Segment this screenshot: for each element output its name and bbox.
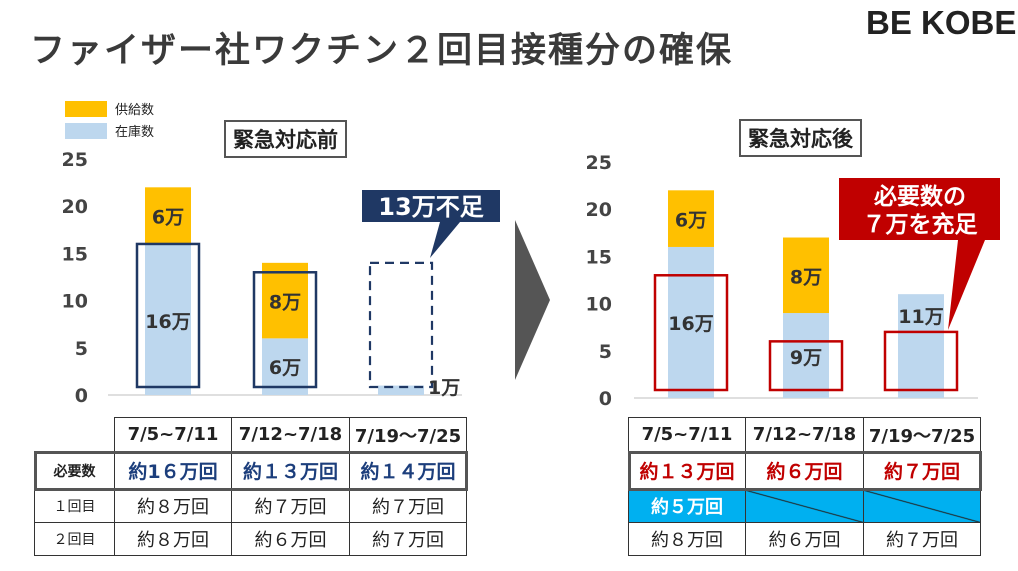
after-dose2-row: 約８万回 約６万回 約７万回 [628,522,981,556]
stock-data-label: 11万 [898,306,943,328]
y-tick-label: 5 [75,338,88,360]
stock-data-label: 6万 [269,357,301,379]
y-tick-label: 5 [599,341,612,363]
after-dose2-week2: 約６万回 [745,522,864,556]
required-label: 必要数 [34,451,115,490]
before-callout-text: 13万不足 [378,193,483,221]
before-required-week3: 約１４万回 [349,451,467,490]
after-dose1-week3 [863,489,981,523]
bar-stock [783,313,829,398]
before-table: 7/5~7/11 7/12~7/18 7/19〜7/25 必要数 約1６万回 約… [33,417,468,556]
y-tick-label: 10 [62,291,88,313]
after-callout-line1: 必要数の [874,183,966,210]
supply-data-label: 8万 [790,266,822,288]
legend-label-supply: 供給数 [115,103,155,118]
y-tick-label: 25 [62,149,88,171]
supply-data-label: 6万 [675,210,707,232]
before-header-week2: 7/12~7/18 [231,417,350,452]
bar-stock [378,385,424,395]
legend-label-stock: 在庫数 [115,125,155,140]
y-tick-label: 0 [75,385,88,407]
y-tick-label: 10 [586,294,612,316]
bar-supply [145,187,191,244]
stock-data-label: 9万 [790,347,822,369]
stock-data-label: 1万 [428,377,460,399]
y-tick-label: 15 [62,243,88,265]
dose2-label: ２回目 [34,522,115,556]
required-outline [135,242,201,389]
legend-item-stock: 在庫数 [65,121,154,140]
bar-supply [783,237,829,314]
charts-canvas: 0 5 10 15 20 25 6万 16万 8万 6万 1万 0 5 10 15 20 25 6万 16万 8万 9… [62,149,1000,410]
required-outline [252,271,318,389]
right-arrow-icon [515,220,550,380]
before-dose1-row: １回目 約８万回 約７万回 約７万回 [34,489,467,523]
before-dose2-row: ２回目 約８万回 約６万回 約７万回 [34,522,467,556]
before-table-header-row: 7/5~7/11 7/12~7/18 7/19〜7/25 [35,417,467,452]
after-dose1-week1: 約５万回 [628,489,746,523]
before-dose1-week1: 約８万回 [114,489,232,523]
be-kobe-logo: BE KOBE [866,4,1017,41]
bar-supply [262,262,308,339]
dose1-label: １回目 [34,489,115,523]
before-chart: 0 5 10 15 20 25 6万 16万 8万 6万 1万 [62,149,462,407]
bar-stock [668,246,714,398]
before-header-week1: 7/5~7/11 [114,417,232,452]
required-outline [768,340,844,392]
required-outline [883,330,959,392]
legend-swatch-supply [65,100,107,117]
bar-stock [898,294,944,398]
after-header-week3: 7/19〜7/25 [863,417,981,452]
before-dose1-week2: 約７万回 [231,489,350,523]
bar-stock [262,338,308,395]
required-outline [653,274,729,392]
legend-item-supply: 供給数 [65,99,154,118]
supply-data-label: 6万 [152,207,184,229]
after-required-row: 約１３万回 約６万回 約７万回 [627,450,982,491]
after-header-week1: 7/5~7/11 [628,417,746,452]
legend-swatch-stock [65,122,107,139]
after-callout-shape [839,178,1000,330]
after-dose2-week1: 約８万回 [628,522,746,556]
bar-supply [668,190,714,247]
after-dose2-week3: 約７万回 [863,522,981,556]
stock-data-label: 16万 [668,313,713,335]
after-callout-line2: ７万を充足 [863,211,978,238]
after-dose1-row: 約５万回 [628,489,981,523]
after-header-week2: 7/12~7/18 [745,417,864,452]
required-outline [368,261,434,389]
y-tick-label: 0 [599,388,612,410]
after-required-week1: 約１３万回 [628,451,746,490]
before-dose2-week2: 約６万回 [231,522,350,556]
before-dose1-week3: 約７万回 [349,489,467,523]
before-dose2-week3: 約７万回 [349,522,467,556]
after-required-week2: 約６万回 [745,451,864,490]
after-required-week3: 約７万回 [863,451,981,490]
before-heading: 緊急対応前 [224,120,347,158]
after-heading: 緊急対応後 [739,119,862,157]
before-required-row: 必要数 約1６万回 約１３万回 約１４万回 [33,450,468,491]
before-header-week3: 7/19〜7/25 [349,417,467,452]
after-dose1-week2 [745,489,864,523]
stock-data-label: 16万 [145,311,190,333]
empty-cell [35,418,115,452]
after-table: 7/5~7/11 7/12~7/18 7/19〜7/25 約１３万回 約６万回 … [627,417,982,556]
bar-stock [145,243,191,395]
after-chart: 0 5 10 15 20 25 6万 16万 8万 9万 11万 [586,152,978,410]
y-tick-label: 20 [586,199,612,221]
after-table-header-row: 7/5~7/11 7/12~7/18 7/19〜7/25 [628,417,981,452]
y-tick-label: 15 [586,246,612,268]
before-required-week1: 約1６万回 [114,451,232,490]
supply-data-label: 8万 [269,292,301,314]
before-required-week2: 約１３万回 [231,451,350,490]
before-callout-shape [362,190,500,258]
y-tick-label: 20 [62,196,88,218]
page-title: ファイザー社ワクチン２回目接種分の確保 [30,31,734,71]
y-tick-label: 25 [586,152,612,174]
before-dose2-week1: 約８万回 [114,522,232,556]
